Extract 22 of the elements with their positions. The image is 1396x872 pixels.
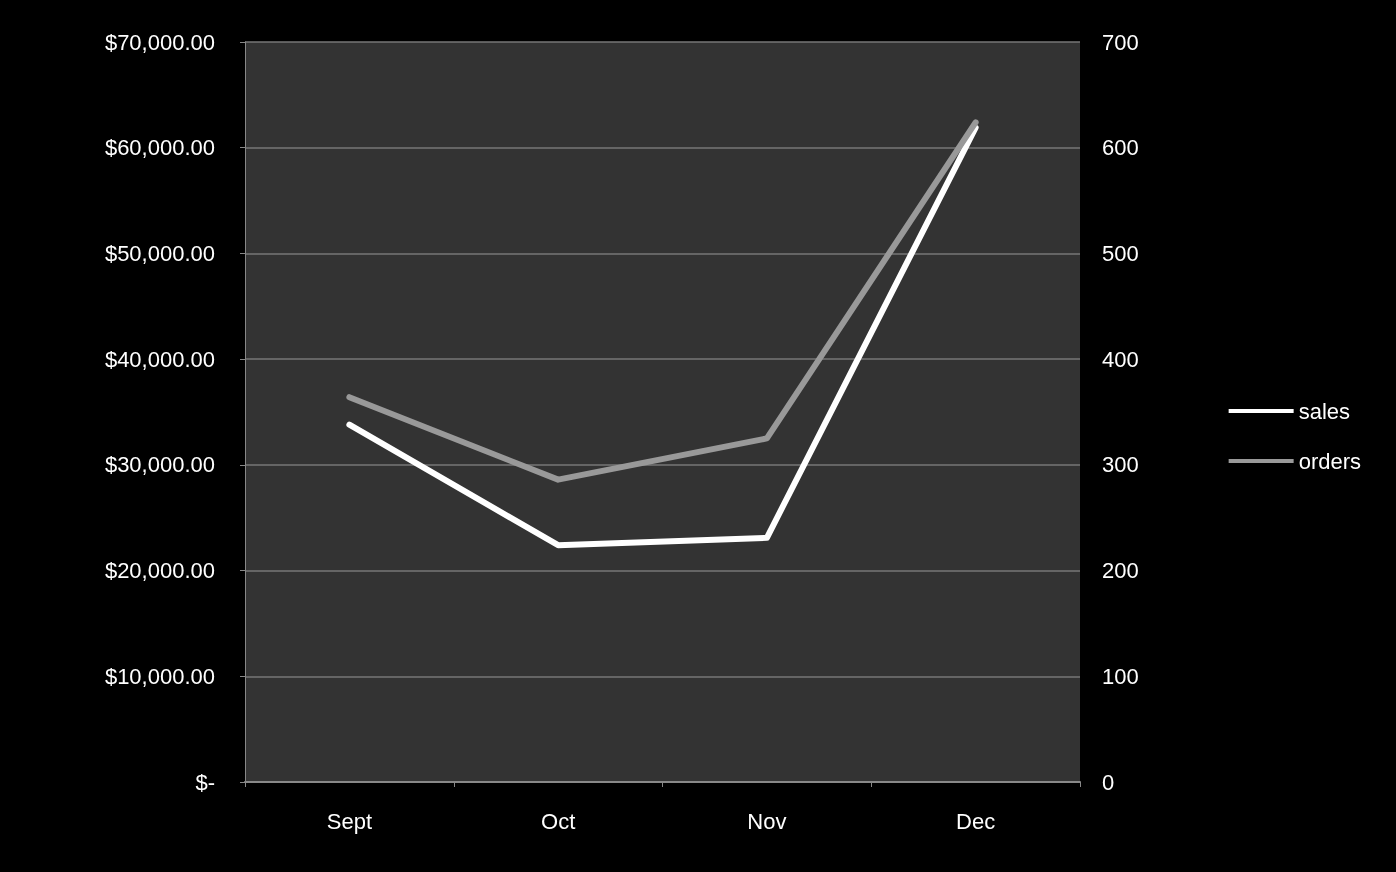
x-tick-label: Sept bbox=[326, 808, 373, 834]
legend-label: orders bbox=[1298, 448, 1361, 474]
x-tick-label: Oct bbox=[541, 808, 576, 834]
y2-tick-label: 400 bbox=[1102, 346, 1139, 372]
y-tick-label: $20,000.00 bbox=[104, 558, 215, 584]
y2-tick-label: 600 bbox=[1102, 135, 1139, 161]
y-tick-label: $10,000.00 bbox=[104, 663, 215, 689]
y-tick-label: $- bbox=[195, 769, 215, 795]
y2-tick-label: 0 bbox=[1102, 769, 1115, 795]
y-tick-label: $30,000.00 bbox=[104, 452, 215, 478]
y2-tick-label: 100 bbox=[1102, 663, 1139, 689]
y-tick-label: $70,000.00 bbox=[104, 29, 215, 55]
y2-tick-label: 500 bbox=[1102, 240, 1139, 266]
y-tick-label: $60,000.00 bbox=[104, 135, 215, 161]
y2-tick-label: 200 bbox=[1102, 558, 1139, 584]
x-tick-label: Nov bbox=[747, 808, 787, 834]
legend-label: sales bbox=[1298, 398, 1350, 424]
x-tick-label: Dec bbox=[956, 808, 996, 834]
y2-tick-label: 700 bbox=[1102, 29, 1139, 55]
y-tick-label: $40,000.00 bbox=[104, 346, 215, 372]
y-tick-label: $50,000.00 bbox=[104, 240, 215, 266]
y2-tick-label: 300 bbox=[1102, 452, 1139, 478]
